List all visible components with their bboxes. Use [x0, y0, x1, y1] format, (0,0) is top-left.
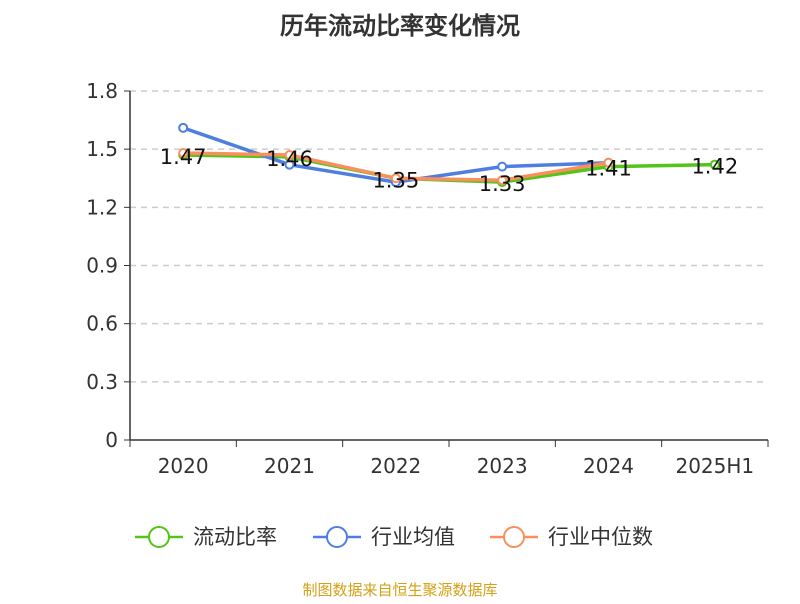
data-point [284, 149, 295, 160]
legend-label: 行业均值 [371, 525, 455, 549]
y-tick-label: 1.8 [86, 79, 118, 103]
data-label: 1.33 [479, 172, 526, 196]
x-tick-label: 2020 [158, 454, 209, 478]
data-label: 1.41 [585, 157, 632, 181]
legend-label: 流动比率 [193, 525, 277, 549]
data-label: 1.46 [266, 147, 313, 171]
legend-item-0: 流动比率 [135, 525, 277, 549]
data-point [603, 157, 614, 168]
y-tick-label: 0.9 [86, 254, 118, 278]
legend-item-1: 行业均值 [313, 525, 455, 549]
legend-item-2: 行业中位数 [490, 525, 653, 549]
x-tick-label: 2021 [264, 454, 315, 478]
legend-label: 行业中位数 [548, 525, 653, 549]
x-tick-label: 2022 [370, 454, 421, 478]
chart-title: 历年流动比率变化情况 [280, 12, 520, 40]
y-tick-label: 0.3 [86, 370, 118, 394]
legend-marker [148, 526, 170, 548]
x-tick-label: 2023 [477, 454, 528, 478]
y-tick-label: 1.2 [86, 195, 118, 219]
legend-marker [326, 526, 348, 548]
x-tick-label: 2025H1 [675, 454, 754, 478]
data-point [390, 173, 401, 184]
y-tick-label: 0 [105, 428, 118, 452]
data-point [178, 122, 189, 133]
y-tick-label: 1.5 [86, 137, 118, 161]
data-point [178, 148, 189, 159]
data-label: 1.42 [691, 155, 738, 179]
data-point [497, 161, 508, 172]
source-note: 制图数据来自恒生聚源数据库 [302, 581, 497, 599]
data-label: 1.47 [160, 145, 207, 169]
y-tick-label: 0.6 [86, 312, 118, 336]
data-point [709, 159, 720, 170]
data-point [284, 159, 295, 170]
x-tick-label: 2024 [583, 454, 634, 478]
data-label: 1.35 [372, 168, 419, 192]
legend-marker [503, 526, 525, 548]
data-point [497, 175, 508, 186]
